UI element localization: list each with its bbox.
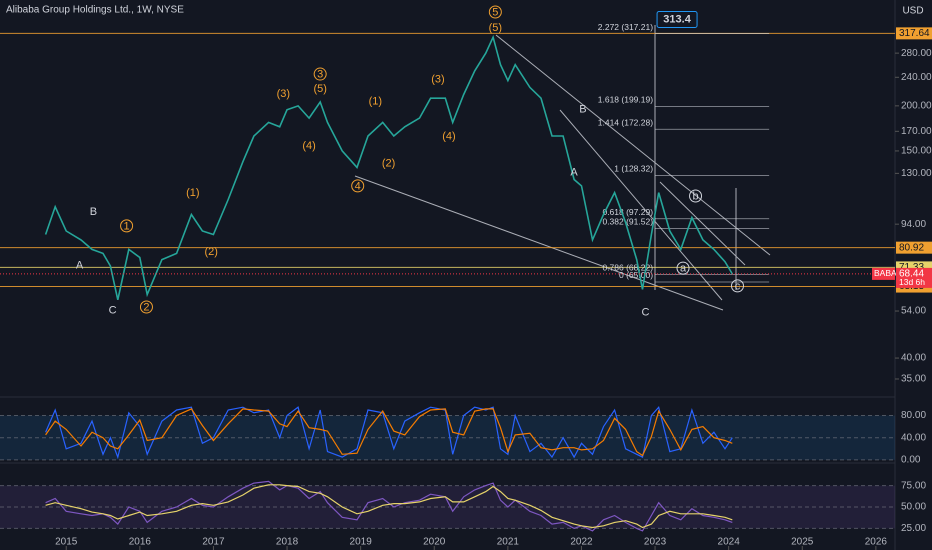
- x-tick-label: 2016: [129, 537, 152, 548]
- wave-circle: [689, 189, 703, 203]
- last-price-label: 68.44: [899, 269, 924, 280]
- wave-label: c: [735, 280, 741, 292]
- x-tick-label: 2017: [202, 537, 225, 548]
- fib-label: 1.414 (172.28): [598, 117, 653, 127]
- oscillator-line: [45, 480, 733, 532]
- fib-label: 2.272 (317.21): [598, 22, 653, 32]
- wave-circle: [488, 5, 502, 19]
- price-tag: [896, 241, 932, 254]
- x-tick-label: 2020: [423, 537, 446, 548]
- y-tick-label: 0.00: [901, 455, 921, 466]
- y-tick-label: 80.00: [901, 410, 926, 421]
- x-tick-label: 2015: [55, 537, 78, 548]
- wave-circle: [676, 261, 690, 275]
- x-tick-label: 2019: [350, 537, 373, 548]
- y-tick-label: 240.00: [901, 72, 932, 83]
- price-tag-label: 317.64: [899, 28, 930, 39]
- wave-label: C: [109, 305, 117, 317]
- x-tick-label: 2025: [791, 537, 814, 548]
- fib-label: 0.382 (91.52): [602, 217, 653, 227]
- trendline: [495, 34, 771, 256]
- oscillator-line: [45, 405, 733, 460]
- wave-label: C: [642, 306, 650, 318]
- trendline: [659, 181, 746, 266]
- fib-label: 0.786 (68.22): [602, 263, 653, 273]
- y-tick-label: 130.00: [901, 168, 932, 179]
- y-tick-label: 25.00: [901, 523, 926, 534]
- wave-label: A: [570, 167, 578, 179]
- price-line: [44, 34, 733, 300]
- x-tick-label: 2023: [644, 537, 667, 548]
- trendline: [559, 109, 723, 301]
- fib-label: 0.618 (97.29): [602, 207, 653, 217]
- y-tick-label: 40.00: [901, 353, 926, 364]
- wave-label: B: [90, 206, 97, 218]
- countdown: 13d 6h: [899, 277, 925, 287]
- wave-label: (4): [302, 140, 315, 152]
- wave-circle: [351, 179, 365, 193]
- wave-label: (3): [431, 73, 444, 85]
- fib-label: 1 (128.32): [614, 164, 653, 174]
- target-box: [656, 10, 698, 28]
- wave-label: A: [76, 259, 84, 271]
- wave-label: (4): [442, 130, 455, 142]
- y-tick-label: 94.00: [901, 219, 926, 230]
- y-tick-label: 40.00: [901, 432, 926, 443]
- wave-label: 3: [317, 68, 323, 80]
- wave-label: 4: [355, 180, 361, 192]
- wave-label: 5: [492, 6, 498, 18]
- oscillator-line: [45, 484, 733, 529]
- y-tick-label: 150.00: [901, 146, 932, 157]
- currency: USD: [902, 6, 923, 17]
- x-tick-label: 2018: [276, 537, 299, 548]
- trendlines: [354, 25, 771, 311]
- wave-label: (5): [489, 22, 502, 34]
- x-tick-label: 2022: [570, 537, 593, 548]
- wave-label: B: [579, 103, 586, 115]
- wave-label: (3): [277, 88, 290, 100]
- last-price-tag: [896, 267, 932, 288]
- wave-label: (1): [186, 187, 199, 199]
- wave-circle: [139, 300, 153, 314]
- target-label: 313.4: [663, 13, 691, 25]
- price-tag-label: 71.33: [899, 262, 924, 273]
- wave-label: 2: [143, 301, 149, 313]
- price-tag: [896, 27, 932, 40]
- x-tick-label: 2024: [718, 537, 741, 548]
- y-tick-label: 170.00: [901, 126, 932, 137]
- y-tick-label: 200.00: [901, 100, 932, 111]
- wave-label: (5): [313, 83, 326, 95]
- ticker-label: BABA: [874, 268, 897, 278]
- wave-circle: [313, 67, 327, 81]
- wave-circle: [120, 219, 134, 233]
- trendline: [354, 175, 724, 311]
- wave-label: (2): [205, 246, 218, 258]
- wave-label: (1): [369, 96, 382, 108]
- y-tick-label: 280.00: [901, 48, 932, 59]
- wave-label: a: [680, 263, 687, 275]
- wave-circle: [730, 279, 744, 293]
- y-tick-label: 75.00: [901, 480, 926, 491]
- y-tick-label: 50.00: [901, 502, 926, 513]
- fib-label: 0 (65.00): [619, 270, 653, 280]
- wave-label: b: [692, 190, 698, 202]
- ticker-tag: [872, 267, 895, 280]
- fib-label: 1.618 (199.19): [598, 95, 653, 105]
- x-tick-label: 2021: [497, 537, 520, 548]
- y-tick-label: 35.00: [901, 374, 926, 385]
- chart-title: Alibaba Group Holdings Ltd., 1W, NYSE: [6, 5, 184, 16]
- oscillator-line: [45, 408, 733, 457]
- price-tag-label: 80.92: [899, 242, 924, 253]
- wave-label: 1: [124, 220, 130, 232]
- y-tick-label: 54.00: [901, 306, 926, 317]
- x-tick-label: 2026: [865, 537, 888, 548]
- wave-label: (2): [382, 157, 395, 169]
